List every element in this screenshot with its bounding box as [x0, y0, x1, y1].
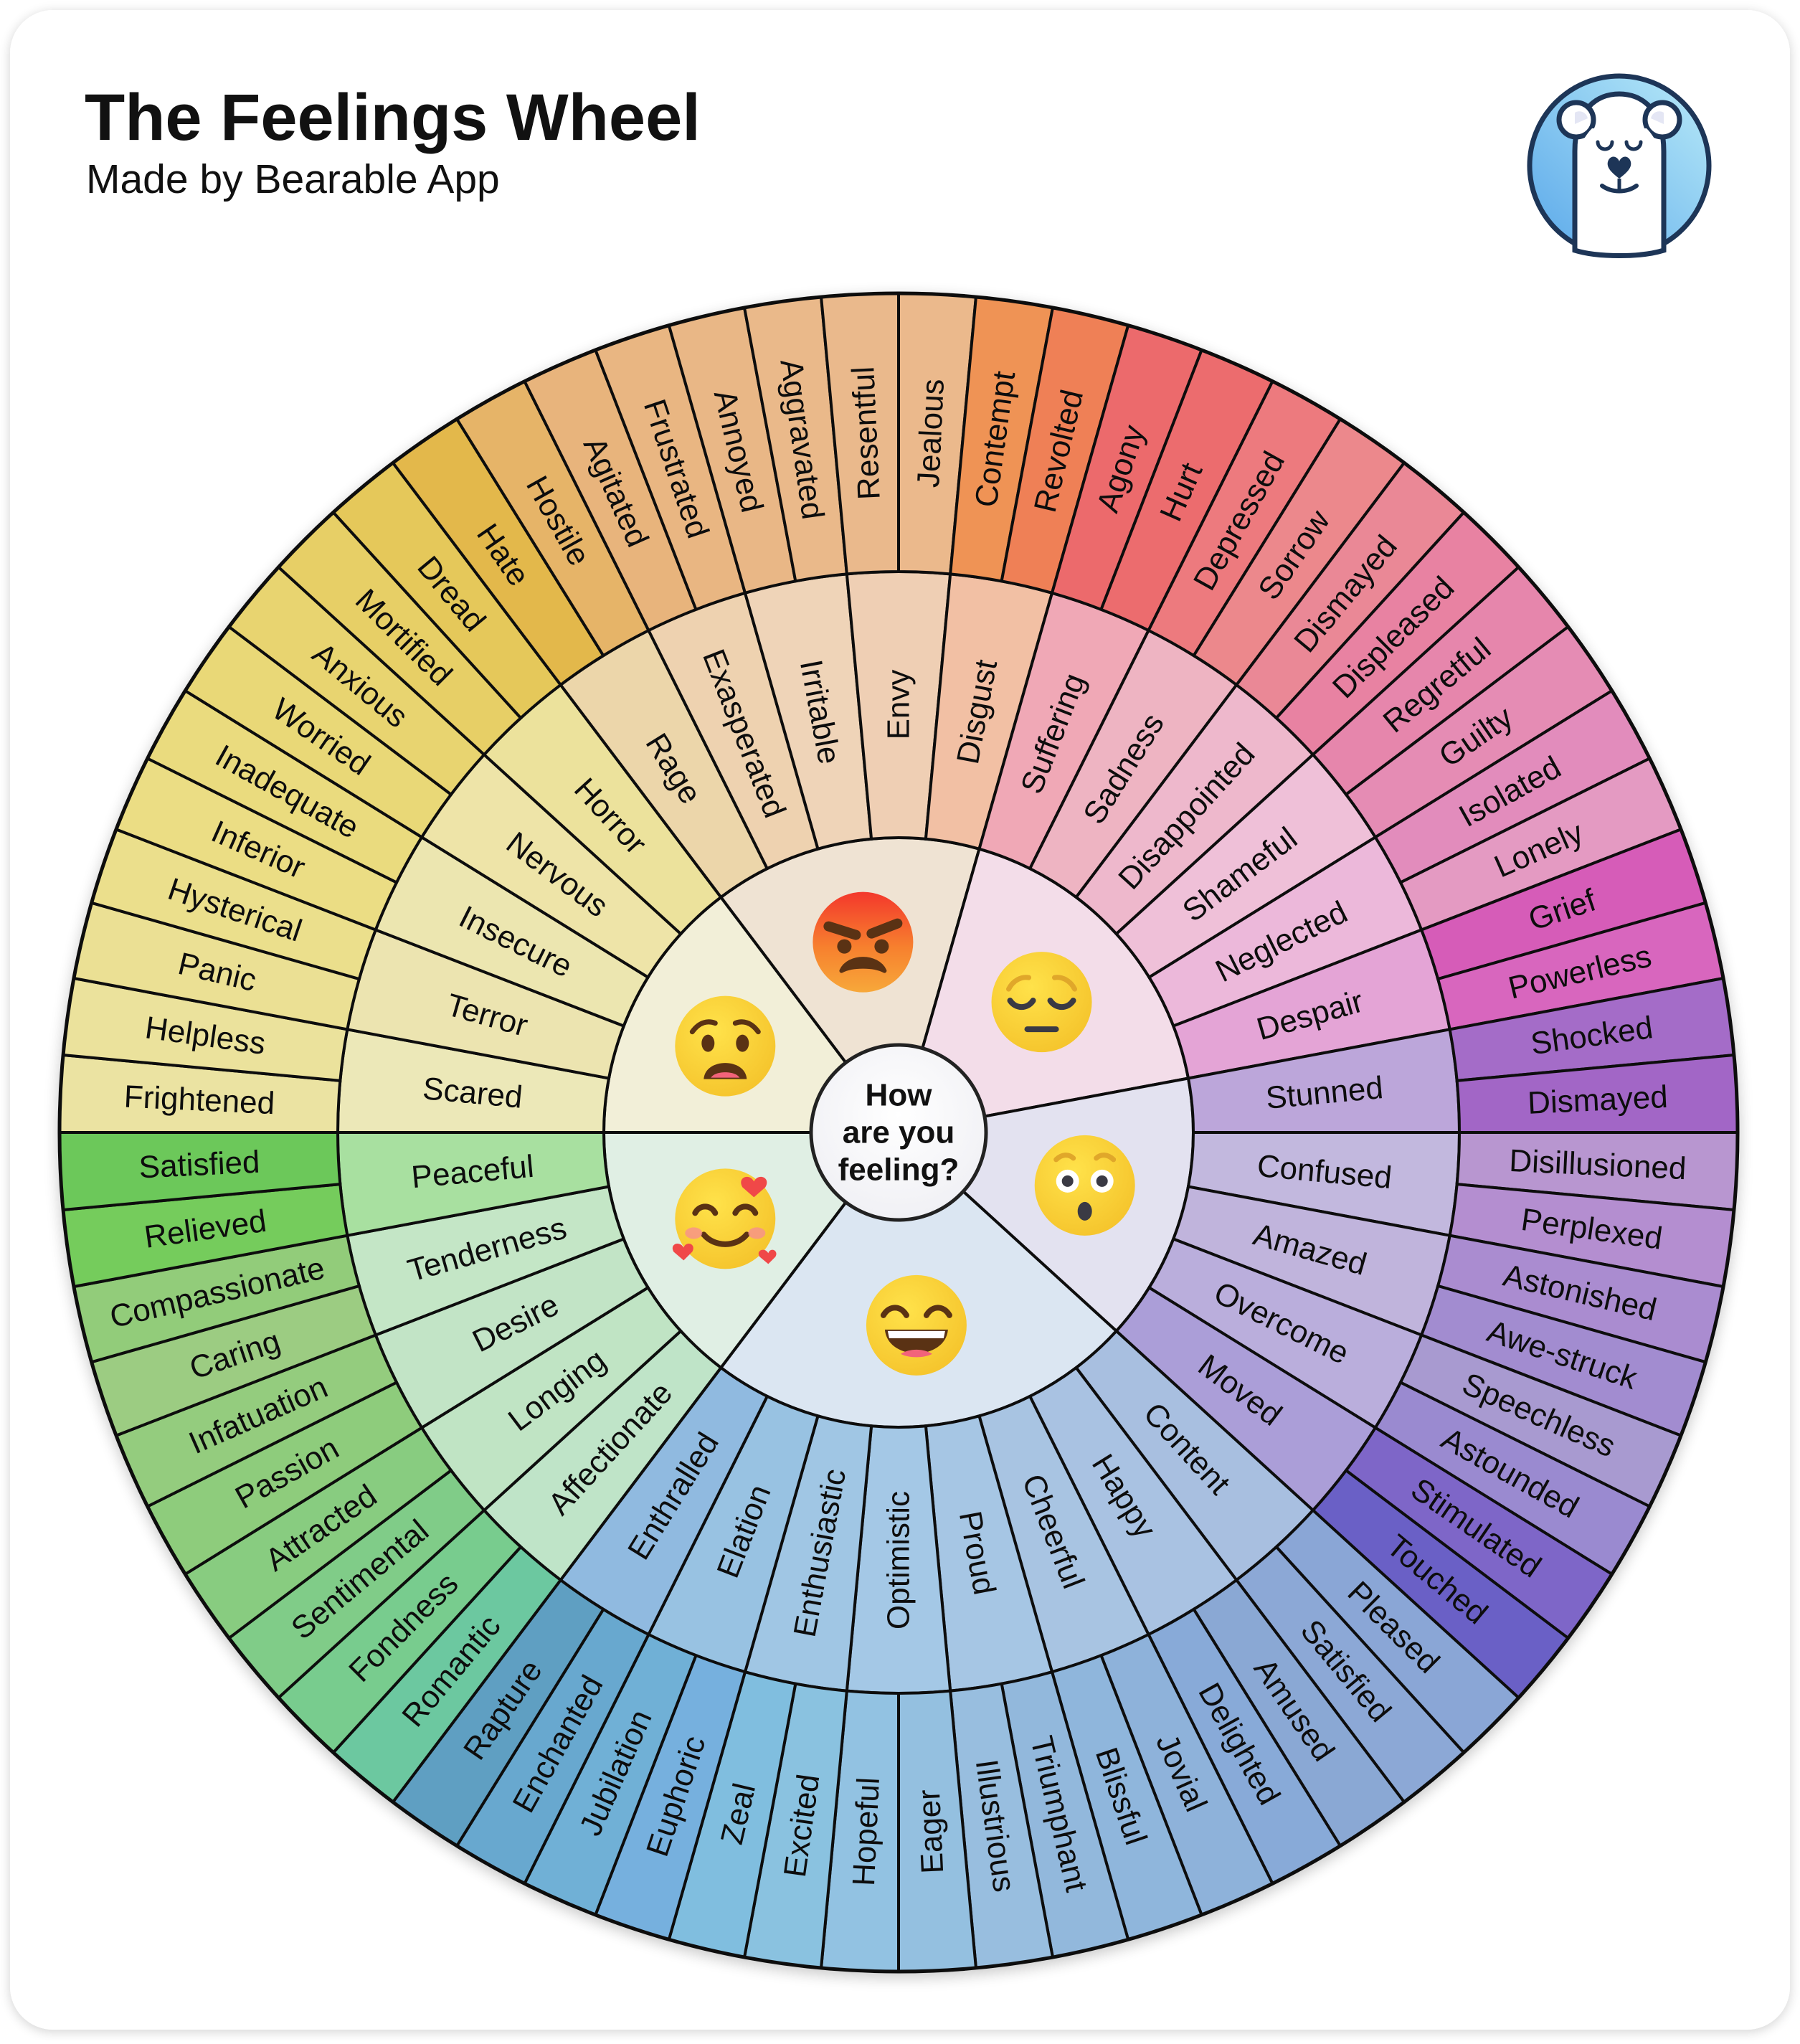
- page-title: The Feelings Wheel: [85, 81, 701, 154]
- outer-feeling-label: Satisfied: [138, 1145, 261, 1186]
- grinning-squinting-face-icon: [866, 1274, 967, 1376]
- emoji-layer: [672, 891, 1135, 1376]
- middle-feeling-label: Optimistic: [881, 1491, 916, 1629]
- outer-feeling-label: Dismayed: [1527, 1079, 1669, 1121]
- middle-feeling-label: Envy: [881, 670, 916, 740]
- angry-face-icon: [813, 891, 914, 993]
- outer-feeling-label: Eager: [911, 1789, 950, 1875]
- outer-feeling-label: Jealous: [911, 378, 951, 488]
- pensive-face-icon: [991, 952, 1092, 1053]
- center-question-line: feeling?: [838, 1153, 960, 1188]
- wheel-outline: [57, 291, 1740, 1974]
- bearable-bear-logo-icon: [1527, 73, 1712, 258]
- feelings-wheel: ScaredTerrorInsecureNervousHorrorFrighte…: [57, 291, 1740, 1974]
- center-question-line: How: [866, 1078, 933, 1113]
- smiling-face-with-hearts-icon: [672, 1168, 777, 1269]
- anguished-face-icon: [675, 995, 776, 1097]
- astonished-face-icon: [1034, 1135, 1135, 1236]
- center-bubble[interactable]: [809, 1043, 988, 1222]
- page-subtitle: Made by Bearable App: [86, 156, 500, 202]
- outer-feeling-label: Frightened: [123, 1079, 275, 1122]
- outer-feeling-label: Hopeful: [846, 1776, 886, 1887]
- center-question-line: are you: [843, 1115, 955, 1150]
- outer-feeling-label: Resentful: [845, 366, 887, 501]
- outer-feeling-label: Disillusioned: [1508, 1143, 1687, 1186]
